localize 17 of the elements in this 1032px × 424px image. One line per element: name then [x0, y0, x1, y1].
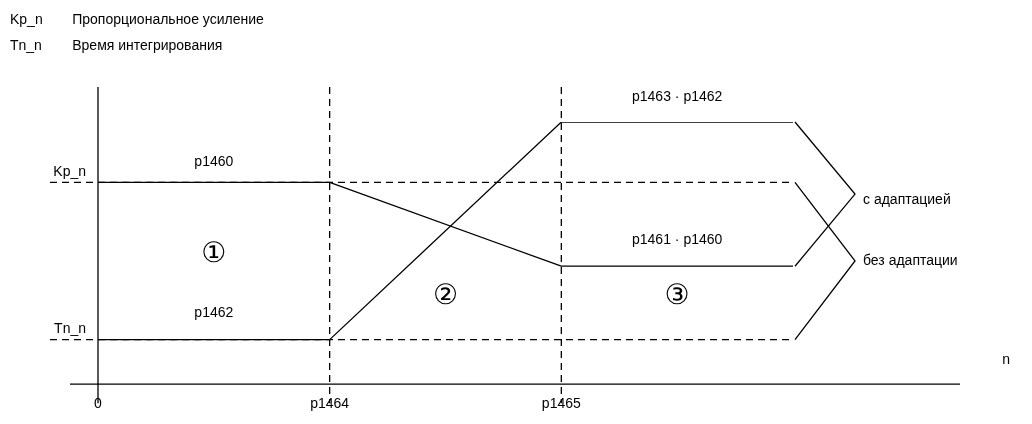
annotation: ③ — [664, 278, 690, 312]
annotation: ② — [432, 278, 459, 312]
annotation: p1461 · p1460 — [632, 230, 723, 247]
text: n — [1002, 350, 1011, 367]
annotation: p1460 — [194, 152, 234, 169]
text: Tn_n Время интегрирования — [10, 36, 224, 55]
annotation: ① — [201, 236, 227, 270]
x-tick-label: p1465 — [541, 395, 582, 412]
x-tick-label: 0 — [94, 395, 103, 412]
text: без адаптации — [863, 251, 958, 268]
text: с адаптацией — [863, 190, 951, 207]
text: Kp_n Пропорциональное усиление — [10, 10, 264, 29]
annotation: p1462 — [194, 303, 234, 320]
ref-line-label: Kp_n — [53, 163, 86, 180]
ref-line-label: Tn_n — [54, 320, 86, 337]
x-tick-label: p1464 — [310, 395, 350, 412]
text: p1463 · p1462 — [632, 87, 723, 104]
